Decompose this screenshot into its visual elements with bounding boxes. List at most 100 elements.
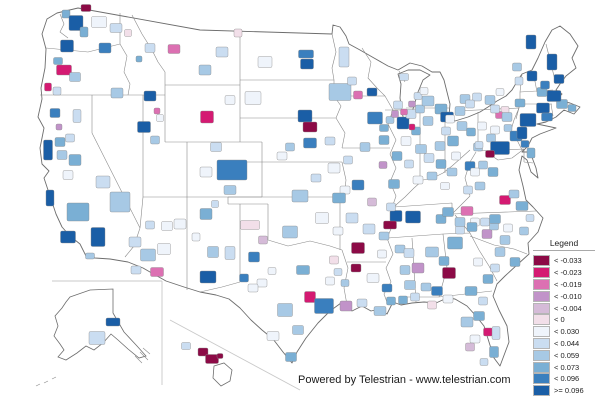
county-region (526, 147, 536, 159)
county-region (556, 99, 568, 109)
county-region (216, 159, 248, 181)
county-region (540, 80, 550, 90)
county-region (447, 236, 463, 250)
legend-swatch (533, 255, 550, 267)
county-region (109, 191, 131, 213)
county-region (62, 170, 74, 180)
county-region (508, 189, 520, 199)
county-region (434, 141, 446, 151)
county-region (378, 135, 390, 145)
county-region (516, 126, 528, 140)
county-region (509, 257, 521, 267)
county-region (69, 72, 81, 82)
legend-label: >= 0.096 (554, 386, 584, 396)
county-region (520, 140, 530, 148)
county-region (282, 225, 298, 239)
legend-swatch (533, 361, 550, 373)
county-region (362, 223, 376, 235)
county-region (460, 316, 474, 328)
county-region (484, 95, 496, 105)
county-region (412, 175, 424, 185)
county-region (54, 137, 66, 147)
county-region (469, 334, 481, 344)
county-region (403, 248, 415, 258)
county-region (519, 113, 537, 127)
county-region (487, 167, 499, 177)
county-region (438, 256, 450, 266)
county-region (247, 283, 259, 293)
county-region (199, 208, 213, 220)
county-region (130, 265, 142, 275)
legend-swatch (533, 326, 550, 338)
county-region (423, 153, 435, 163)
county-region (404, 280, 416, 290)
county-region (353, 90, 363, 100)
county-region (98, 42, 112, 54)
county-region (546, 90, 562, 102)
county-region (479, 358, 489, 366)
county-region (199, 270, 217, 284)
county-region (426, 171, 438, 181)
county-region (391, 110, 399, 118)
county-region (442, 207, 454, 217)
legend-entry: < -0.019 (533, 278, 595, 291)
county-region (55, 123, 63, 131)
legend-swatch (533, 385, 550, 397)
legend-swatch (533, 267, 550, 279)
county-region (378, 231, 390, 241)
county-region (240, 220, 260, 230)
county-region (420, 282, 432, 292)
county-region (233, 28, 243, 38)
county-region (61, 9, 71, 19)
county-region (386, 202, 396, 212)
county-region (216, 353, 224, 359)
county-region (351, 179, 365, 191)
county-patches (43, 4, 577, 366)
county-region (140, 248, 156, 262)
county-region (173, 218, 187, 230)
county-region (85, 252, 95, 260)
county-region (191, 232, 201, 242)
county-region (519, 226, 529, 236)
county-region (224, 95, 236, 105)
county-region (377, 249, 387, 259)
county-region (49, 108, 61, 118)
legend-entry: >= 0.096 (533, 385, 595, 397)
county-region (454, 217, 466, 227)
county-region (276, 151, 288, 161)
county-region (328, 83, 352, 101)
county-region (446, 167, 458, 177)
county-region (150, 267, 164, 277)
county-region (431, 286, 443, 296)
county-region (525, 214, 535, 222)
legend-label: < -0.033 (554, 256, 582, 266)
county-region (455, 225, 465, 235)
county-region (205, 354, 219, 364)
county-region (296, 265, 310, 275)
county-region (490, 141, 510, 155)
county-region (266, 331, 280, 341)
county-region (167, 44, 181, 54)
county-region (347, 76, 357, 86)
county-region (385, 116, 395, 124)
county-region (297, 109, 313, 123)
legend-entry: < 0 (533, 314, 595, 326)
county-region (553, 74, 565, 84)
county-region (480, 217, 490, 227)
county-region (499, 235, 511, 245)
county-region (325, 276, 335, 286)
county-region (494, 247, 506, 257)
county-region (546, 53, 558, 71)
county-region (427, 300, 437, 310)
county-region (277, 303, 293, 317)
county-region (68, 15, 84, 31)
legend-swatch (533, 302, 550, 314)
county-region (503, 124, 513, 132)
county-region (332, 192, 346, 204)
county-region (244, 91, 262, 105)
county-region (383, 220, 397, 230)
county-region (481, 229, 493, 239)
county-region (388, 179, 400, 189)
county-region (324, 136, 336, 146)
